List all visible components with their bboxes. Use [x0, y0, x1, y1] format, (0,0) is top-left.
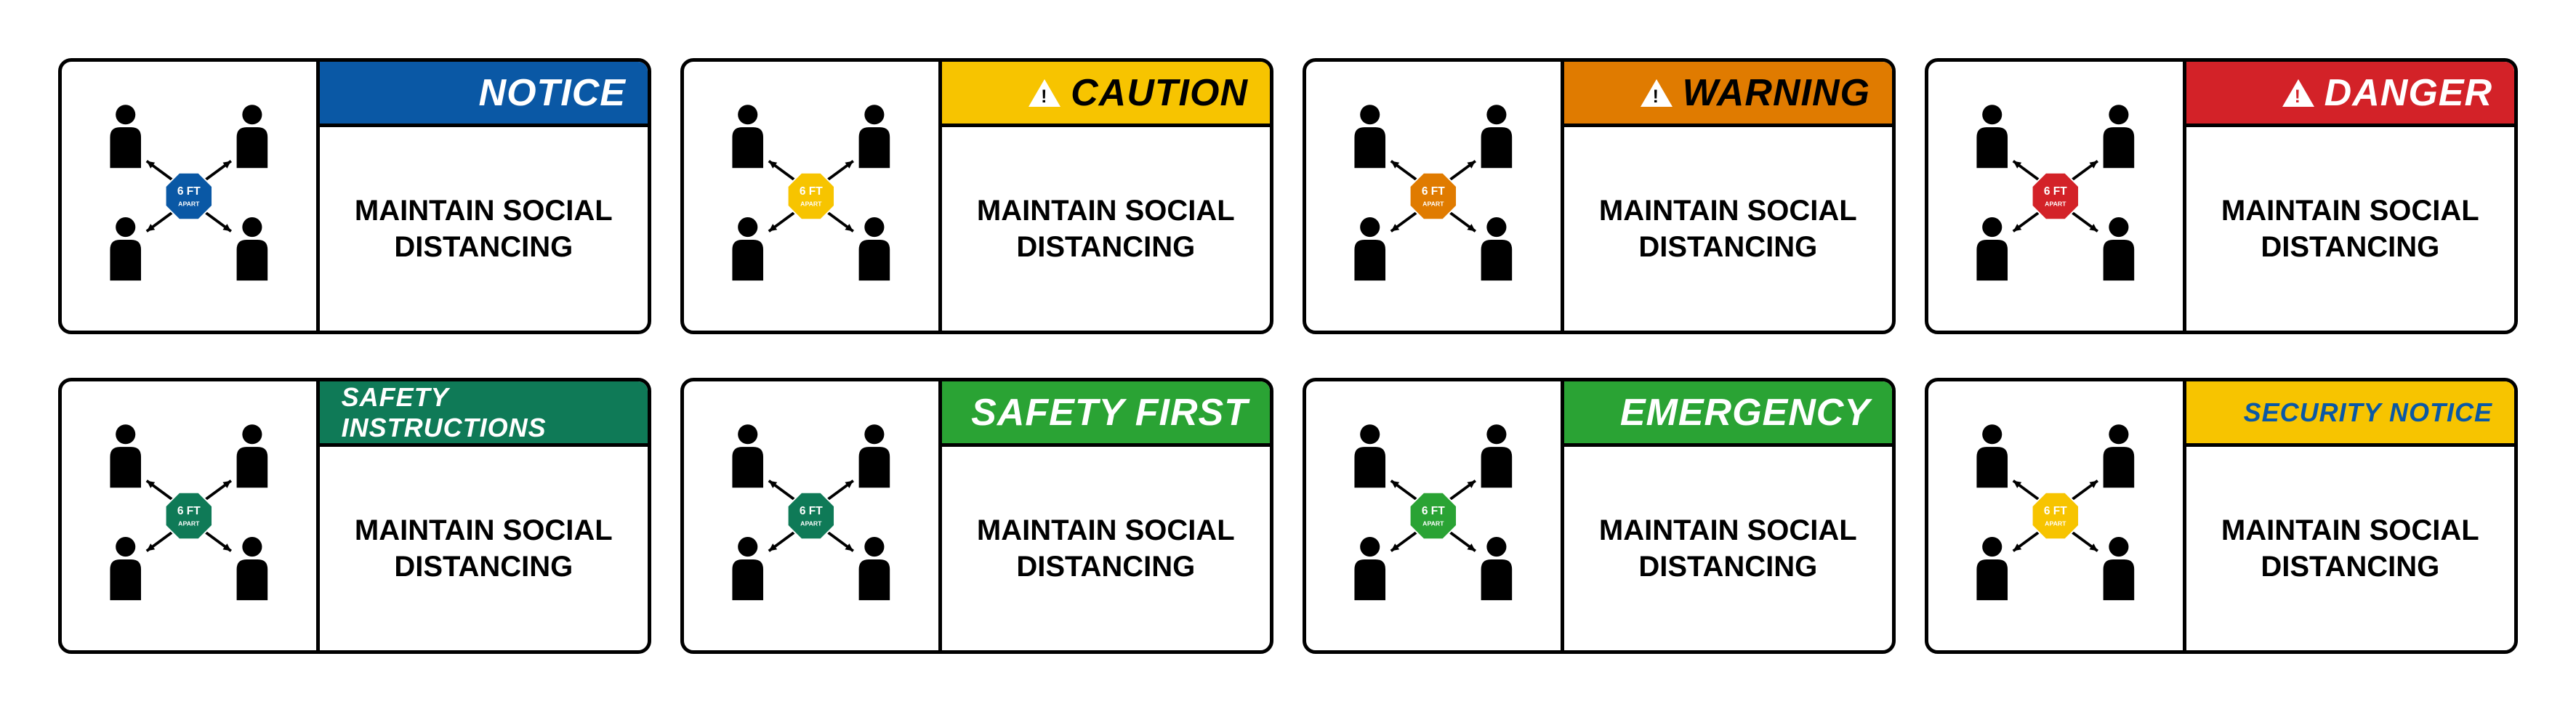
sign-7: 6 FT APART SECURITY NOTICE MAINTAIN SOCI… [1925, 378, 2518, 654]
sign-body-text: MAINTAIN SOCIAL DISTANCING [1599, 512, 1857, 585]
sign-right-panel: SECURITY NOTICE MAINTAIN SOCIAL DISTANCI… [2186, 381, 2514, 650]
sign-header-text: CAUTION [1071, 71, 1248, 115]
distancing-pictogram: 6 FT APART [1321, 76, 1546, 316]
sign-3: 6 FT APART DANGER MAINTAIN SOCIAL DISTAN… [1925, 58, 2518, 334]
sign-right-panel: DANGER MAINTAIN SOCIAL DISTANCING [2186, 62, 2514, 331]
sign-1: 6 FT APART CAUTION MAINTAIN SOCIAL DISTA… [680, 58, 1273, 334]
sign-pictogram-panel: 6 FT APART [684, 381, 942, 650]
sign-body: MAINTAIN SOCIAL DISTANCING [320, 124, 648, 331]
sign-body-text: MAINTAIN SOCIAL DISTANCING [977, 193, 1235, 265]
sign-5: 6 FT APART SAFETY FIRST MAINTAIN SOCIAL … [680, 378, 1273, 654]
sign-0: 6 FT APART NOTICE MAINTAIN SOCIAL DISTAN… [58, 58, 651, 334]
sign-body-text: MAINTAIN SOCIAL DISTANCING [2221, 193, 2479, 265]
sign-body-text: MAINTAIN SOCIAL DISTANCING [977, 512, 1235, 585]
svg-text:APART: APART [800, 520, 822, 527]
svg-text:APART: APART [800, 201, 822, 208]
sign-pictogram-panel: 6 FT APART [1306, 381, 1564, 650]
distancing-pictogram: 6 FT APART [76, 396, 302, 636]
svg-text:APART: APART [2045, 201, 2066, 208]
sign-header: SAFETY FIRST [942, 381, 1270, 443]
distancing-pictogram: 6 FT APART [1321, 396, 1546, 636]
svg-text:6 FT: 6 FT [2044, 505, 2067, 517]
svg-text:6 FT: 6 FT [2044, 185, 2067, 198]
sign-row-1: 6 FT APART NOTICE MAINTAIN SOCIAL DISTAN… [58, 58, 2518, 334]
sign-header-text: EMERGENCY [1620, 391, 1870, 434]
svg-text:6 FT: 6 FT [1422, 185, 1445, 198]
distancing-pictogram: 6 FT APART [699, 76, 924, 316]
sign-header: EMERGENCY [1564, 381, 1892, 443]
sign-body: MAINTAIN SOCIAL DISTANCING [320, 443, 648, 650]
warning-triangle-icon [1029, 79, 1060, 107]
sign-header-text: SAFETY FIRST [971, 391, 1248, 434]
distancing-pictogram: 6 FT APART [76, 76, 302, 316]
sign-header: DANGER [2186, 62, 2514, 124]
sign-header-text: NOTICE [479, 71, 626, 115]
sign-row-2: 6 FT APART SAFETY INSTRUCTIONS MAINTAIN … [58, 378, 2518, 654]
distancing-pictogram: 6 FT APART [699, 396, 924, 636]
sign-body: MAINTAIN SOCIAL DISTANCING [1564, 443, 1892, 650]
sign-header: NOTICE [320, 62, 648, 124]
svg-text:APART: APART [2045, 520, 2066, 527]
svg-text:6 FT: 6 FT [800, 185, 823, 198]
svg-text:6 FT: 6 FT [177, 185, 201, 198]
sign-body-text: MAINTAIN SOCIAL DISTANCING [355, 512, 613, 585]
svg-text:APART: APART [1422, 520, 1444, 527]
sign-pictogram-panel: 6 FT APART [1928, 62, 2186, 331]
sign-right-panel: NOTICE MAINTAIN SOCIAL DISTANCING [320, 62, 648, 331]
sign-2: 6 FT APART WARNING MAINTAIN SOCIAL DISTA… [1303, 58, 1896, 334]
sign-right-panel: CAUTION MAINTAIN SOCIAL DISTANCING [942, 62, 1270, 331]
sign-right-panel: SAFETY INSTRUCTIONS MAINTAIN SOCIAL DIST… [320, 381, 648, 650]
svg-text:APART: APART [178, 201, 200, 208]
sign-right-panel: WARNING MAINTAIN SOCIAL DISTANCING [1564, 62, 1892, 331]
sign-pictogram-panel: 6 FT APART [1306, 62, 1564, 331]
sign-header: SAFETY INSTRUCTIONS [320, 381, 648, 443]
sign-header-text: WARNING [1683, 71, 1870, 115]
sign-body-text: MAINTAIN SOCIAL DISTANCING [1599, 193, 1857, 265]
sign-header: CAUTION [942, 62, 1270, 124]
sign-header-text: SAFETY INSTRUCTIONS [342, 382, 626, 443]
sign-header-text: DANGER [2325, 71, 2492, 115]
sign-body: MAINTAIN SOCIAL DISTANCING [1564, 124, 1892, 331]
sign-pictogram-panel: 6 FT APART [684, 62, 942, 331]
sign-body: MAINTAIN SOCIAL DISTANCING [2186, 124, 2514, 331]
sign-pictogram-panel: 6 FT APART [62, 62, 320, 331]
danger-triangle-icon [2282, 79, 2314, 107]
distancing-pictogram: 6 FT APART [1943, 76, 2168, 316]
sign-body-text: MAINTAIN SOCIAL DISTANCING [355, 193, 613, 265]
sign-4: 6 FT APART SAFETY INSTRUCTIONS MAINTAIN … [58, 378, 651, 654]
sign-body-text: MAINTAIN SOCIAL DISTANCING [2221, 512, 2479, 585]
sign-pictogram-panel: 6 FT APART [1928, 381, 2186, 650]
sign-6: 6 FT APART EMERGENCY MAINTAIN SOCIAL DIS… [1303, 378, 1896, 654]
svg-text:APART: APART [1422, 201, 1444, 208]
warning-triangle-icon [1641, 79, 1673, 107]
sign-body: MAINTAIN SOCIAL DISTANCING [2186, 443, 2514, 650]
sign-body: MAINTAIN SOCIAL DISTANCING [942, 443, 1270, 650]
svg-text:6 FT: 6 FT [177, 505, 201, 517]
sign-right-panel: SAFETY FIRST MAINTAIN SOCIAL DISTANCING [942, 381, 1270, 650]
sign-body: MAINTAIN SOCIAL DISTANCING [942, 124, 1270, 331]
sign-pictogram-panel: 6 FT APART [62, 381, 320, 650]
svg-text:APART: APART [178, 520, 200, 527]
distancing-pictogram: 6 FT APART [1943, 396, 2168, 636]
svg-text:6 FT: 6 FT [1422, 505, 1445, 517]
svg-text:6 FT: 6 FT [800, 505, 823, 517]
sign-right-panel: EMERGENCY MAINTAIN SOCIAL DISTANCING [1564, 381, 1892, 650]
sign-header-text: SECURITY NOTICE [2244, 397, 2492, 428]
sign-header: SECURITY NOTICE [2186, 381, 2514, 443]
sign-header: WARNING [1564, 62, 1892, 124]
